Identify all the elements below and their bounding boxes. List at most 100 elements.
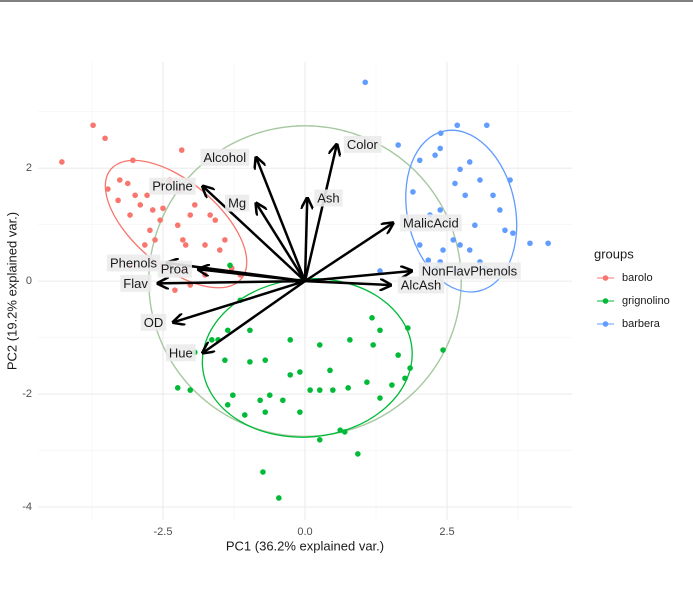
point [202, 272, 208, 278]
point [202, 242, 208, 248]
point [440, 247, 446, 253]
variable-label: Hue [165, 344, 196, 362]
point [224, 327, 231, 334]
point [457, 166, 463, 173]
loading-arrow [203, 186, 306, 283]
point [152, 237, 158, 243]
variable-name: Mg [228, 196, 246, 211]
point [395, 352, 401, 358]
point [316, 387, 323, 393]
y-tick-label: -4 [22, 501, 32, 513]
point [149, 207, 156, 213]
point [369, 315, 375, 321]
legend-label: barbera [622, 318, 661, 330]
point [222, 357, 228, 363]
point [437, 207, 444, 213]
label-background [400, 214, 462, 232]
y-tick-label: -2 [22, 388, 32, 400]
label-background [106, 254, 161, 272]
point [230, 392, 236, 398]
point [117, 177, 123, 183]
variable-name: Proa [161, 262, 189, 277]
point [216, 247, 223, 253]
point [466, 159, 473, 165]
point [137, 202, 144, 208]
point [147, 227, 153, 234]
point [416, 157, 423, 164]
point [187, 212, 194, 218]
loading-arrow [305, 198, 307, 282]
label-background [343, 135, 382, 153]
point [227, 262, 233, 269]
point [262, 357, 269, 363]
loading-arrow [304, 281, 391, 285]
point [545, 240, 551, 247]
point [307, 387, 313, 393]
point [174, 222, 181, 229]
point [457, 242, 463, 248]
point [260, 469, 266, 475]
point [364, 379, 370, 386]
point [102, 135, 108, 142]
variable-name: AlcAsh [401, 278, 441, 293]
variable-label: Ash [314, 189, 343, 207]
loading-arrow [303, 144, 337, 282]
point [327, 367, 333, 374]
point [395, 142, 401, 148]
point [209, 337, 215, 343]
label-background [200, 148, 250, 166]
x-tick-label: 2.5 [439, 526, 454, 538]
label-background [225, 194, 250, 212]
loading-arrow [198, 269, 306, 283]
point [477, 177, 483, 183]
variable-label: Color [343, 135, 382, 153]
point [454, 122, 461, 129]
point [224, 401, 231, 408]
variable-name: Hue [169, 345, 193, 360]
point [157, 217, 163, 223]
point [172, 287, 178, 293]
variable-name: Color [347, 137, 379, 152]
point [416, 242, 423, 248]
variable-label: Mg [225, 194, 250, 212]
point [330, 387, 336, 393]
point [247, 327, 253, 334]
loading-arrow [304, 271, 412, 283]
point [241, 412, 248, 418]
group-ellipse [201, 277, 413, 438]
label-background [157, 260, 192, 278]
variable-name: Flav [123, 276, 148, 291]
variable-name: NonFlavPhenols [422, 263, 518, 278]
point [144, 192, 150, 199]
loading-arrow [173, 279, 306, 322]
legend-label: grignolino [622, 295, 670, 307]
x-axis-title: PC1 (36.2% explained var.) [226, 538, 384, 553]
point [287, 337, 294, 343]
point [115, 197, 121, 204]
legend-label: barolo [622, 272, 653, 284]
point [132, 192, 138, 199]
y-tick-label: 0 [26, 275, 32, 287]
point [287, 372, 294, 378]
point [450, 237, 457, 243]
point [105, 186, 111, 192]
variable-label: MalicAcid [400, 214, 462, 232]
point [472, 222, 478, 229]
variable-label: AlcAsh [397, 276, 445, 294]
variable-name: Proline [152, 179, 192, 194]
point [410, 189, 416, 195]
point [502, 227, 508, 234]
legend-title: groups [594, 246, 634, 261]
variable-label: NonFlavPhenols [418, 262, 521, 280]
point [191, 202, 198, 208]
point [297, 409, 303, 415]
x-tick-label: -2.5 [153, 526, 172, 538]
variable-label: Proline [149, 177, 196, 195]
point [187, 387, 194, 393]
point [182, 242, 189, 248]
point [316, 342, 323, 348]
label-background [165, 344, 196, 362]
point [377, 268, 383, 274]
point [432, 152, 438, 158]
